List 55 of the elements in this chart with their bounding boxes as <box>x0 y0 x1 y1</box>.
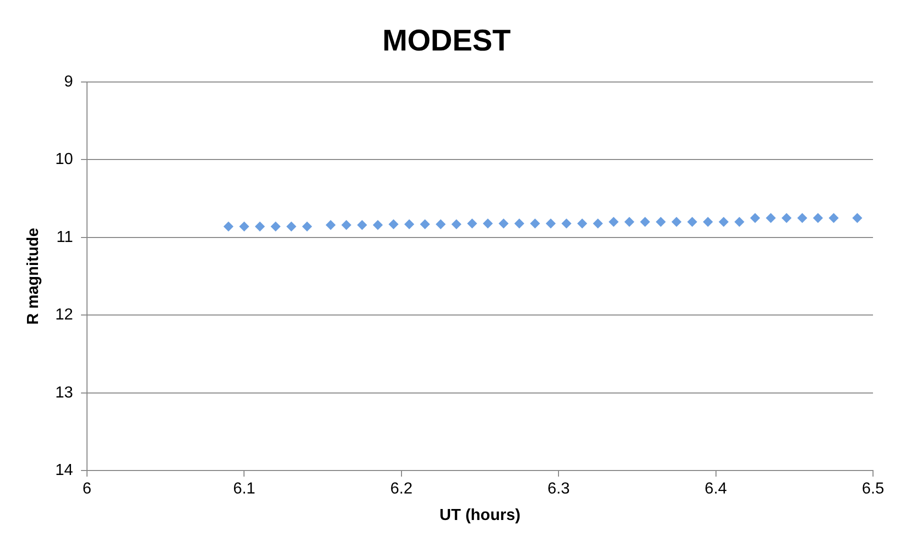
point <box>640 216 650 227</box>
point <box>286 222 296 232</box>
point <box>812 213 823 224</box>
point <box>750 213 760 224</box>
point <box>608 216 619 227</box>
x-tick-label: 6.2 <box>390 480 413 498</box>
point <box>420 219 430 230</box>
x-tick-label: 6 <box>82 480 92 498</box>
point <box>852 213 862 224</box>
point <box>404 219 414 230</box>
x-tick-label: 6.5 <box>862 480 884 498</box>
point <box>270 222 281 232</box>
point <box>341 220 352 230</box>
point <box>734 216 744 227</box>
point <box>672 216 682 227</box>
point <box>624 216 634 227</box>
point <box>766 213 776 224</box>
y-tick-label: 14 <box>55 462 74 480</box>
y-tick-label: 12 <box>55 306 74 324</box>
point <box>797 213 808 224</box>
point <box>656 216 666 227</box>
y-tick-label: 10 <box>55 151 74 168</box>
point <box>702 216 713 227</box>
point <box>372 220 383 230</box>
point <box>302 222 312 232</box>
point <box>254 222 265 232</box>
point <box>451 219 462 230</box>
x-tick-label: 6.3 <box>547 480 570 498</box>
y-tick-label: 9 <box>64 73 74 90</box>
point <box>718 216 729 227</box>
x-axis-title: UT (hours) <box>440 506 520 524</box>
point <box>482 218 493 228</box>
x-tick-label: 6.1 <box>233 480 256 498</box>
point <box>592 218 603 228</box>
point <box>530 218 540 228</box>
point <box>223 222 234 232</box>
x-tick-label: 6.4 <box>704 480 728 498</box>
y-tick-label: 13 <box>55 384 74 402</box>
point <box>561 218 572 228</box>
point <box>828 213 839 224</box>
point <box>782 213 792 224</box>
point <box>546 218 556 228</box>
point <box>577 218 588 228</box>
point <box>514 218 524 228</box>
y-tick-label: 11 <box>56 228 74 246</box>
point <box>687 216 698 227</box>
point <box>357 220 368 230</box>
y-axis-title: R magnitude <box>25 228 42 325</box>
point <box>239 222 250 232</box>
chart-title: MODEST <box>382 24 511 58</box>
point <box>498 218 509 228</box>
point <box>388 219 399 230</box>
point <box>326 220 336 230</box>
point <box>436 219 446 230</box>
point <box>467 218 478 228</box>
